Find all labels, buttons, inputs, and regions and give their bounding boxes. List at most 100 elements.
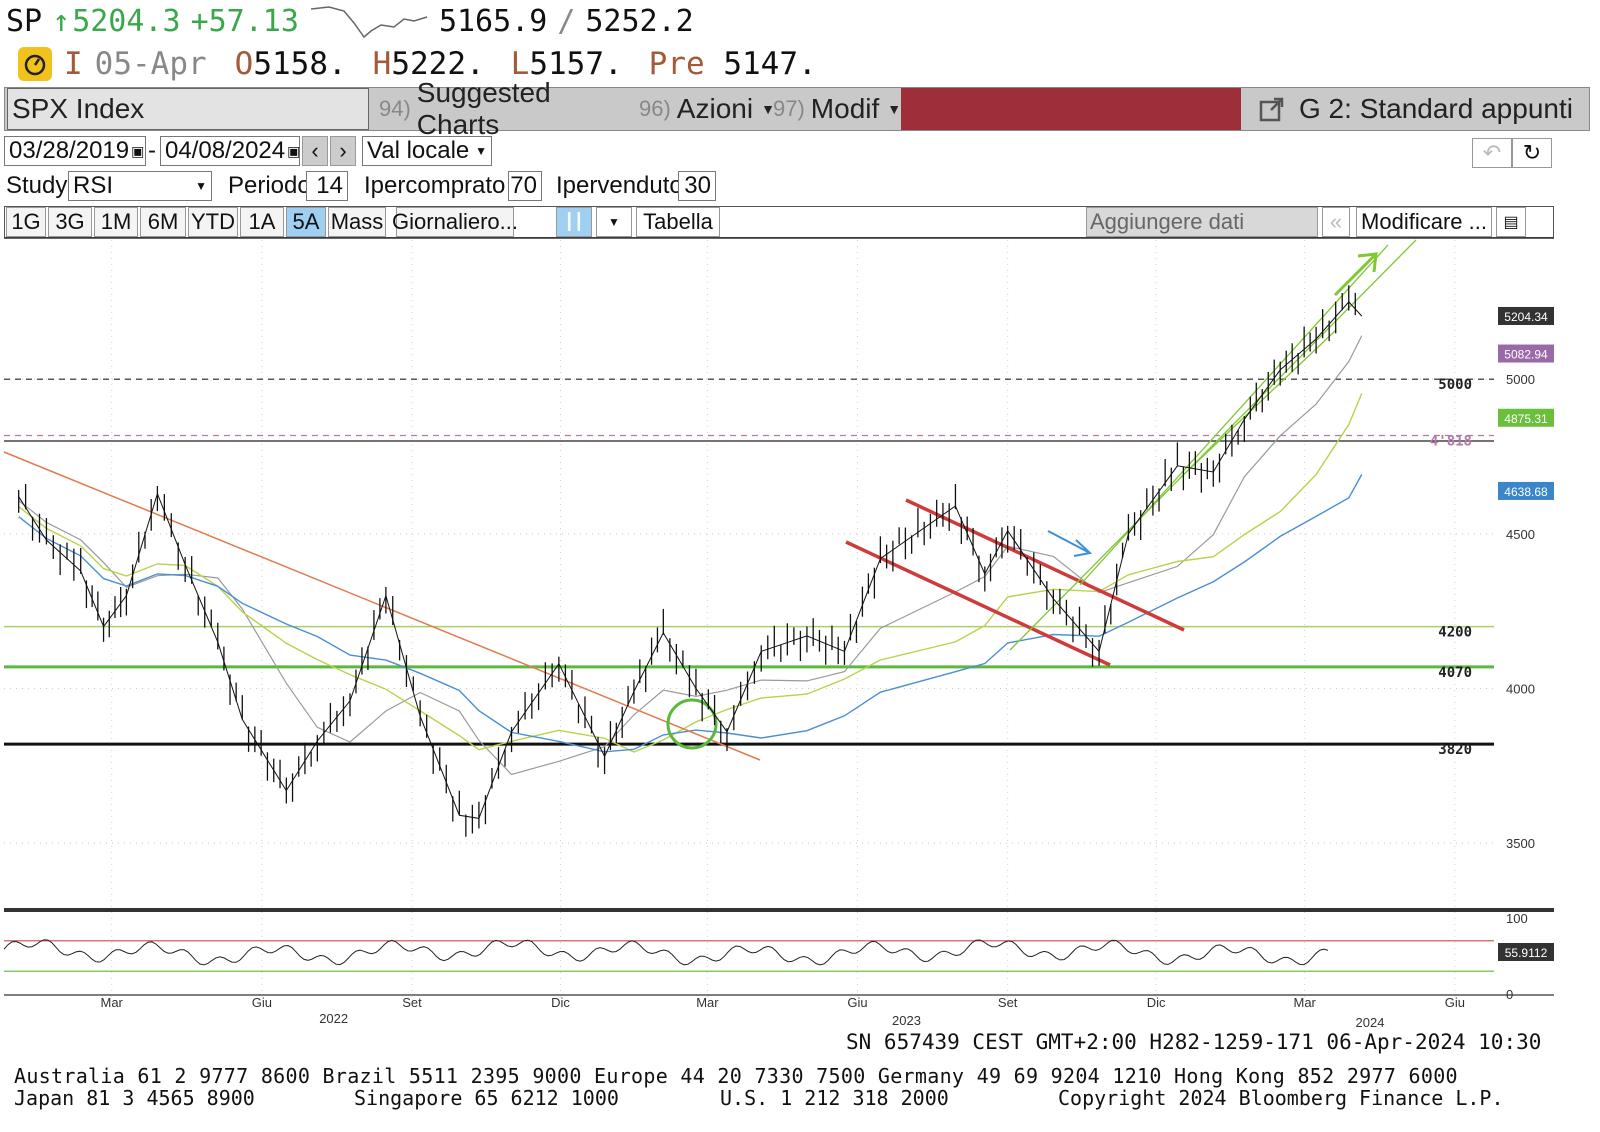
range-button-3g[interactable]: 3G xyxy=(48,207,92,237)
frequency-value: Giornaliero... xyxy=(392,209,518,234)
refresh-button[interactable]: ↻ xyxy=(1512,138,1552,168)
footer-singapore: Singapore 65 6212 1000 xyxy=(354,1086,619,1110)
y-tick-label: 4500 xyxy=(1506,527,1535,542)
rsi-tick-label: 100 xyxy=(1506,911,1528,926)
oversold-input[interactable]: 30 xyxy=(678,171,716,201)
menu-number: 97) xyxy=(773,96,805,121)
security-name: SPX Index xyxy=(12,93,145,124)
range-button-5a[interactable]: 5A xyxy=(286,207,326,237)
study-label: Study xyxy=(6,172,68,199)
rsi-panel: 100 0 55.9112 xyxy=(3,911,1554,1002)
quote-flag: I xyxy=(64,46,83,82)
dropdown-arrow-icon: ▼ xyxy=(475,144,487,158)
x-tick-label: Mar xyxy=(101,995,124,1010)
x-tick-label: Mar xyxy=(696,995,719,1010)
chart-type-button[interactable]: ┃┃ xyxy=(556,207,592,237)
menu-number: 94) xyxy=(379,96,411,121)
azioni-menu[interactable]: 96) Azioni ▼ xyxy=(639,88,775,130)
period-label: Periodo xyxy=(228,172,311,199)
add-data-input[interactable]: Aggiungere dati xyxy=(1086,207,1318,237)
x-tick-label: Giu xyxy=(252,995,272,1010)
study-select[interactable]: RSI ▼ xyxy=(68,171,212,201)
candle-icon: ┃┃ xyxy=(564,214,584,231)
range-button-mass[interactable]: Mass xyxy=(328,207,386,237)
prev-label: Pre xyxy=(648,46,705,82)
price-tag xyxy=(1498,408,1554,427)
calendar-icon[interactable]: ▣ xyxy=(287,142,301,159)
prev-period-button[interactable]: ‹ xyxy=(302,136,328,166)
overbought-value: 70 xyxy=(510,172,537,199)
up-arrow-icon: ↑ xyxy=(52,3,71,39)
calendar-icon[interactable]: ▣ xyxy=(131,142,145,159)
security-field[interactable]: SPX Index xyxy=(7,88,369,130)
chart-overlays xyxy=(3,239,1494,776)
chevron-right-icon: › xyxy=(339,138,347,163)
blue-arrow-head xyxy=(1073,539,1093,557)
overbought-input[interactable]: 70 xyxy=(508,171,542,201)
grid xyxy=(4,237,1554,1000)
price-tag xyxy=(1498,306,1554,325)
gauge-icon[interactable] xyxy=(18,47,52,81)
x-tick-label: Set xyxy=(402,995,422,1010)
external-link-icon xyxy=(1259,97,1284,122)
next-period-button[interactable]: › xyxy=(330,136,356,166)
footer-us: U.S. 1 212 318 2000 xyxy=(720,1086,949,1110)
double-chevron-left-icon: « xyxy=(1329,209,1343,234)
chevron-left-icon: ‹ xyxy=(311,138,319,163)
modif-menu[interactable]: 97) Modif ▼ xyxy=(773,88,901,130)
range-low: 5165.9 xyxy=(438,3,548,39)
moving-average-mid xyxy=(18,393,1363,753)
currency-select[interactable]: Val locale ▼ xyxy=(362,136,492,166)
period-input[interactable]: 14 xyxy=(306,171,348,201)
quote-row: I 05-Apr O5158. H5222. L5157. Pre 5147. xyxy=(18,44,817,84)
menu-number: 96) xyxy=(639,96,671,121)
date-to-value: 04/08/2024 xyxy=(165,137,286,164)
ticker-symbol: SP xyxy=(6,3,43,39)
price-line xyxy=(18,301,1363,819)
range-button-1a[interactable]: 1A xyxy=(240,207,284,237)
x-tick-label: Dic xyxy=(1147,995,1166,1010)
rsi-line xyxy=(3,939,1329,966)
year-label: 2024 xyxy=(1356,1015,1385,1030)
range-button-6m[interactable]: 6M xyxy=(140,207,186,237)
y-tick-label: 4000 xyxy=(1506,681,1535,696)
y-tick-label: 3500 xyxy=(1506,836,1535,851)
dropdown-arrow-icon: ▼ xyxy=(195,179,207,193)
footer-line-1: Australia 61 2 9777 8600 Brazil 5511 239… xyxy=(14,1064,1458,1088)
price-tag xyxy=(1498,481,1554,500)
open-value: 5158. xyxy=(253,46,347,82)
price-tag-label: 5082.94 xyxy=(1504,348,1548,362)
date-from-field[interactable]: 03/28/2019 ▣ xyxy=(4,136,146,166)
green-arrow-head xyxy=(1357,252,1378,273)
high-label: H xyxy=(372,46,392,82)
moving-average-slow xyxy=(18,474,1363,753)
level-label: 4070 xyxy=(1438,665,1472,681)
range-button-ytd[interactable]: YTD xyxy=(188,207,238,237)
back-button[interactable]: ↶ xyxy=(1472,138,1512,168)
price-tag xyxy=(1498,344,1554,363)
low-value: 5157. xyxy=(529,46,623,82)
date-to-field[interactable]: 04/08/2024 ▣ xyxy=(160,136,300,166)
range-button-1m[interactable]: 1M xyxy=(94,207,138,237)
study-value: RSI xyxy=(73,172,114,199)
chart-type-dropdown[interactable]: ▼ xyxy=(596,207,632,237)
x-tick-label: Giu xyxy=(847,995,867,1010)
back-icon: ↶ xyxy=(1482,140,1502,165)
highlight-circle xyxy=(666,698,718,750)
table-label: Tabella xyxy=(643,209,713,234)
modify-button[interactable]: Modificare ... xyxy=(1356,207,1492,237)
price-tag-label: 5204.34 xyxy=(1504,310,1548,324)
chart-settings-button[interactable]: ▤ xyxy=(1496,207,1526,237)
status-strip xyxy=(901,88,1241,130)
level-label: 4'818 xyxy=(1430,433,1472,449)
collapse-button[interactable]: « xyxy=(1322,207,1350,237)
rsi-value-tag xyxy=(1498,943,1554,961)
range-button-1g[interactable]: 1G xyxy=(6,207,46,237)
standard-notes-panel[interactable]: G 2: Standard appunti xyxy=(1259,88,1587,130)
frequency-select[interactable]: Giornaliero... xyxy=(392,207,518,237)
last-price: 5204.3 xyxy=(72,3,181,39)
suggested-charts-menu[interactable]: 94) Suggested Charts xyxy=(379,77,629,140)
chart-labels: 5000 4500 4000 3500 Mar Giu Set Dic Mar Giu Set Dic… xyxy=(101,306,1554,1030)
table-button[interactable]: Tabella xyxy=(636,207,720,237)
